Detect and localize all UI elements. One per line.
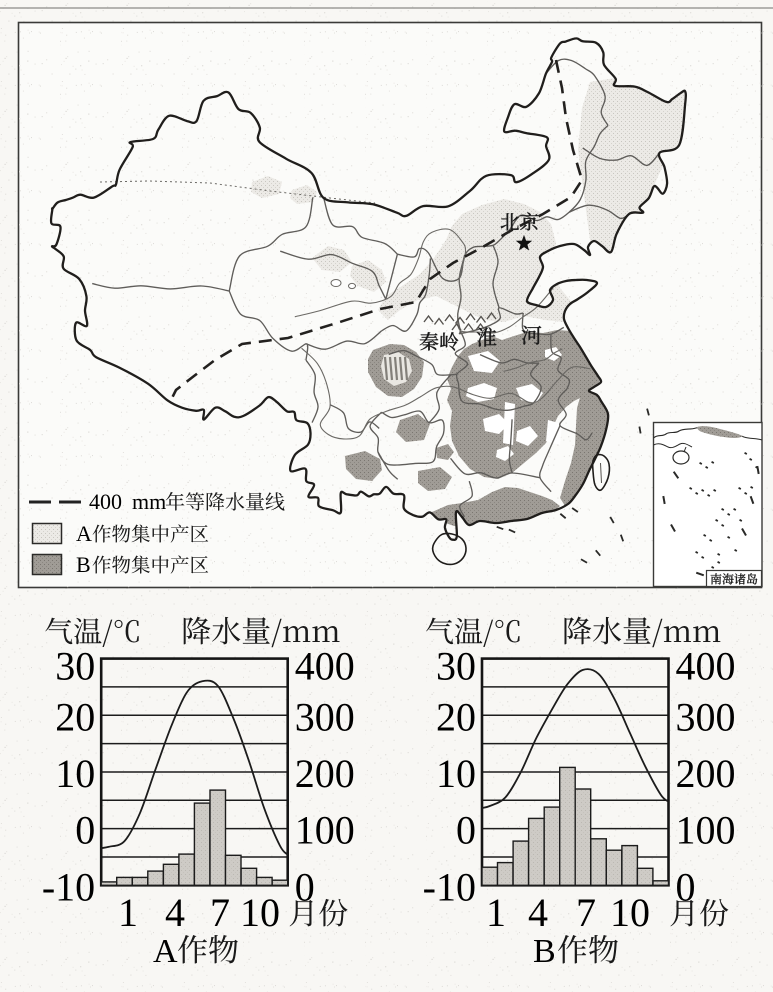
svg-text:10: 10 <box>240 890 280 935</box>
svg-text:200: 200 <box>295 751 355 796</box>
svg-text:10: 10 <box>55 751 95 796</box>
svg-text:B: B <box>533 933 556 970</box>
svg-text:20: 20 <box>436 694 476 739</box>
svg-text:1: 1 <box>486 890 506 935</box>
svg-text:A: A <box>153 933 178 970</box>
svg-text:10: 10 <box>436 751 476 796</box>
svg-text:0: 0 <box>676 864 696 909</box>
svg-text:-10: -10 <box>42 864 95 909</box>
svg-text:mm: mm <box>132 489 166 514</box>
svg-text:A: A <box>76 521 92 546</box>
svg-text:20: 20 <box>55 694 95 739</box>
svg-text:B: B <box>76 552 91 577</box>
svg-text:4: 4 <box>165 890 185 935</box>
svg-text:10: 10 <box>610 890 650 935</box>
svg-text:-10: -10 <box>423 864 476 909</box>
svg-text:0: 0 <box>295 864 315 909</box>
svg-text:7: 7 <box>576 890 596 935</box>
svg-text:300: 300 <box>676 694 736 739</box>
svg-text:200: 200 <box>676 751 736 796</box>
svg-text:0: 0 <box>456 808 476 853</box>
svg-text:0: 0 <box>75 808 95 853</box>
svg-text:30: 30 <box>55 644 95 689</box>
svg-text:30: 30 <box>436 644 476 689</box>
svg-text:100: 100 <box>676 808 736 853</box>
svg-text:1: 1 <box>118 890 138 935</box>
svg-text:400: 400 <box>676 644 736 689</box>
svg-text:100: 100 <box>295 808 355 853</box>
svg-text:4: 4 <box>528 890 548 935</box>
svg-text:400: 400 <box>89 489 122 514</box>
svg-text:7: 7 <box>210 890 230 935</box>
svg-text:400: 400 <box>295 644 355 689</box>
svg-text:300: 300 <box>295 694 355 739</box>
